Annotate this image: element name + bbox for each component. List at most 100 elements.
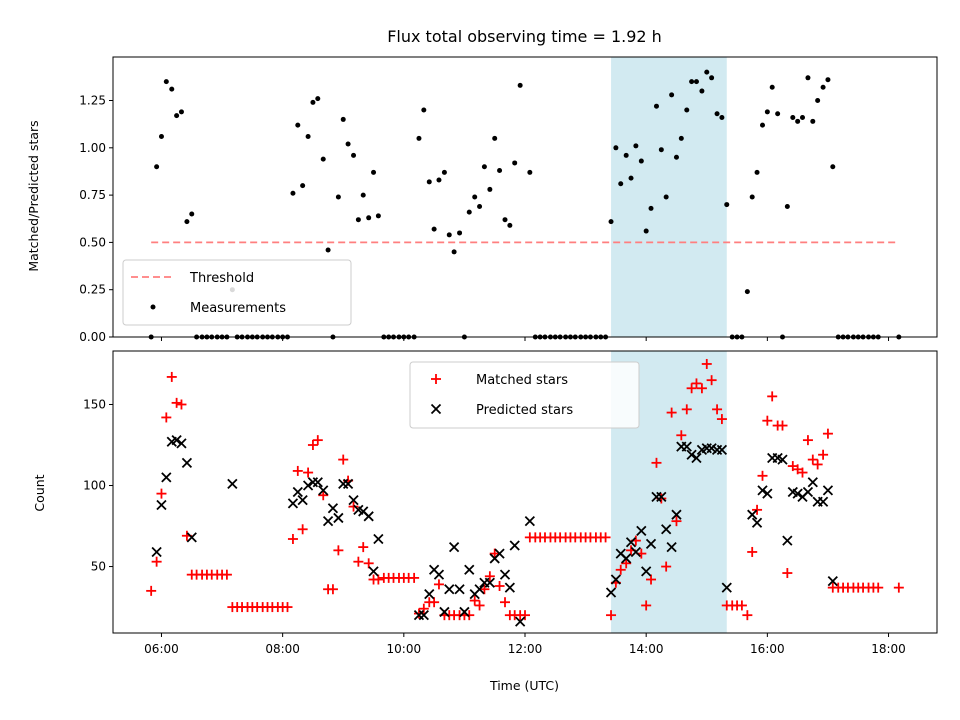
predicted-point xyxy=(636,525,647,537)
measurement-point xyxy=(810,118,816,124)
measurement-point xyxy=(310,99,316,105)
predicted-point xyxy=(666,541,677,553)
matched-point xyxy=(797,467,808,478)
measurement-point xyxy=(360,192,366,198)
matched-point xyxy=(464,610,475,621)
predicted-point xyxy=(464,564,475,575)
matched-point xyxy=(712,404,723,415)
predicted-point xyxy=(721,582,732,593)
measurement-point xyxy=(820,84,826,90)
measurement-point xyxy=(174,113,180,119)
measurement-point xyxy=(335,194,341,200)
predicted-point xyxy=(327,503,339,514)
predicted-point xyxy=(368,566,379,577)
measurement-point xyxy=(775,111,781,117)
measurement-point xyxy=(416,135,422,141)
predicted-point xyxy=(499,569,511,580)
predicted-point xyxy=(645,538,657,549)
matched-point xyxy=(822,428,833,439)
measurement-point xyxy=(300,183,306,189)
predicted-point xyxy=(348,494,359,506)
top-y-axis-label: Matched/Predicted stars xyxy=(26,120,41,271)
matched-point xyxy=(409,572,420,583)
measurement-point xyxy=(658,147,664,153)
top-plot-area xyxy=(148,69,902,340)
measurement-point xyxy=(366,215,372,221)
measurement-point xyxy=(517,82,523,88)
matched-point xyxy=(782,568,793,579)
matched-legend-label: Matched stars xyxy=(476,373,568,388)
matched-point xyxy=(287,534,298,544)
measurement-point xyxy=(709,75,715,81)
matched-point xyxy=(151,556,162,567)
predicted-point xyxy=(424,588,435,600)
measurement-point xyxy=(618,181,624,187)
bottom-x-ticks: 06:00 08:00 10:00 12:00 14:00 16:00 18:00 xyxy=(144,633,906,656)
measurement-point xyxy=(815,98,821,104)
measurement-point xyxy=(431,226,437,232)
measurement-point xyxy=(163,79,169,85)
matched-point xyxy=(777,420,788,431)
measurement-point xyxy=(769,84,775,90)
measurement-point xyxy=(426,179,432,185)
predicted-point xyxy=(302,480,314,491)
matched-point xyxy=(166,371,177,382)
predicted-point xyxy=(287,498,299,509)
matched-point xyxy=(621,558,632,569)
measurement-point xyxy=(492,135,498,141)
predicted-point xyxy=(161,472,172,483)
predicted-point xyxy=(747,509,758,520)
matched-point xyxy=(333,545,344,556)
matched-point xyxy=(176,399,187,410)
measurement-point xyxy=(628,175,634,181)
measurement-point xyxy=(320,156,326,162)
measurement-point xyxy=(719,115,725,121)
top-y-tick-label: 0.25 xyxy=(79,283,106,297)
matched-point xyxy=(615,564,626,575)
measurement-point xyxy=(795,118,801,124)
top-y-tick-label: 0.00 xyxy=(79,330,106,344)
bottom-y-ticks: 50 100 150 xyxy=(83,397,113,574)
top-y-tick-label: 0.50 xyxy=(79,235,106,249)
top-y-tick-label: 1.00 xyxy=(79,141,106,155)
measurement-point xyxy=(643,228,649,234)
matched-point xyxy=(893,582,904,593)
matched-point xyxy=(429,597,440,608)
predicted-point xyxy=(363,511,374,522)
predicted-point xyxy=(792,488,803,499)
measurement-point xyxy=(754,169,760,175)
measurement-point xyxy=(421,107,427,113)
top-legend-box xyxy=(122,259,352,326)
measurement-point xyxy=(760,122,766,128)
predicted-point xyxy=(439,606,450,618)
matched-point xyxy=(681,404,692,415)
predicted-point xyxy=(318,485,329,496)
matched-point xyxy=(747,546,758,557)
measurement-point xyxy=(784,203,790,209)
measurement-point xyxy=(345,141,351,147)
predicted-point xyxy=(656,491,667,502)
predicted-point xyxy=(454,584,465,595)
measurement-point xyxy=(481,164,487,170)
measurement-point xyxy=(527,169,533,175)
measurement-point xyxy=(375,213,381,219)
matched-point xyxy=(691,378,702,389)
measurement-point xyxy=(613,145,619,151)
measurement-point xyxy=(184,219,190,225)
matched-point xyxy=(433,579,444,590)
matched-point xyxy=(641,600,652,611)
matched-point xyxy=(171,397,182,408)
predicted-point xyxy=(171,435,182,446)
predicted-point xyxy=(716,444,728,455)
measurement-point xyxy=(663,194,669,200)
measurement-point xyxy=(290,190,296,196)
matched-point xyxy=(742,610,753,621)
matched-point xyxy=(318,490,329,501)
matched-point xyxy=(500,597,511,608)
bottom-plot-area xyxy=(146,358,904,627)
predicted-point xyxy=(333,512,344,524)
predicted-point xyxy=(630,546,642,558)
measurement-point xyxy=(704,69,710,75)
matched-point xyxy=(474,600,485,611)
predicted-point xyxy=(307,477,319,488)
